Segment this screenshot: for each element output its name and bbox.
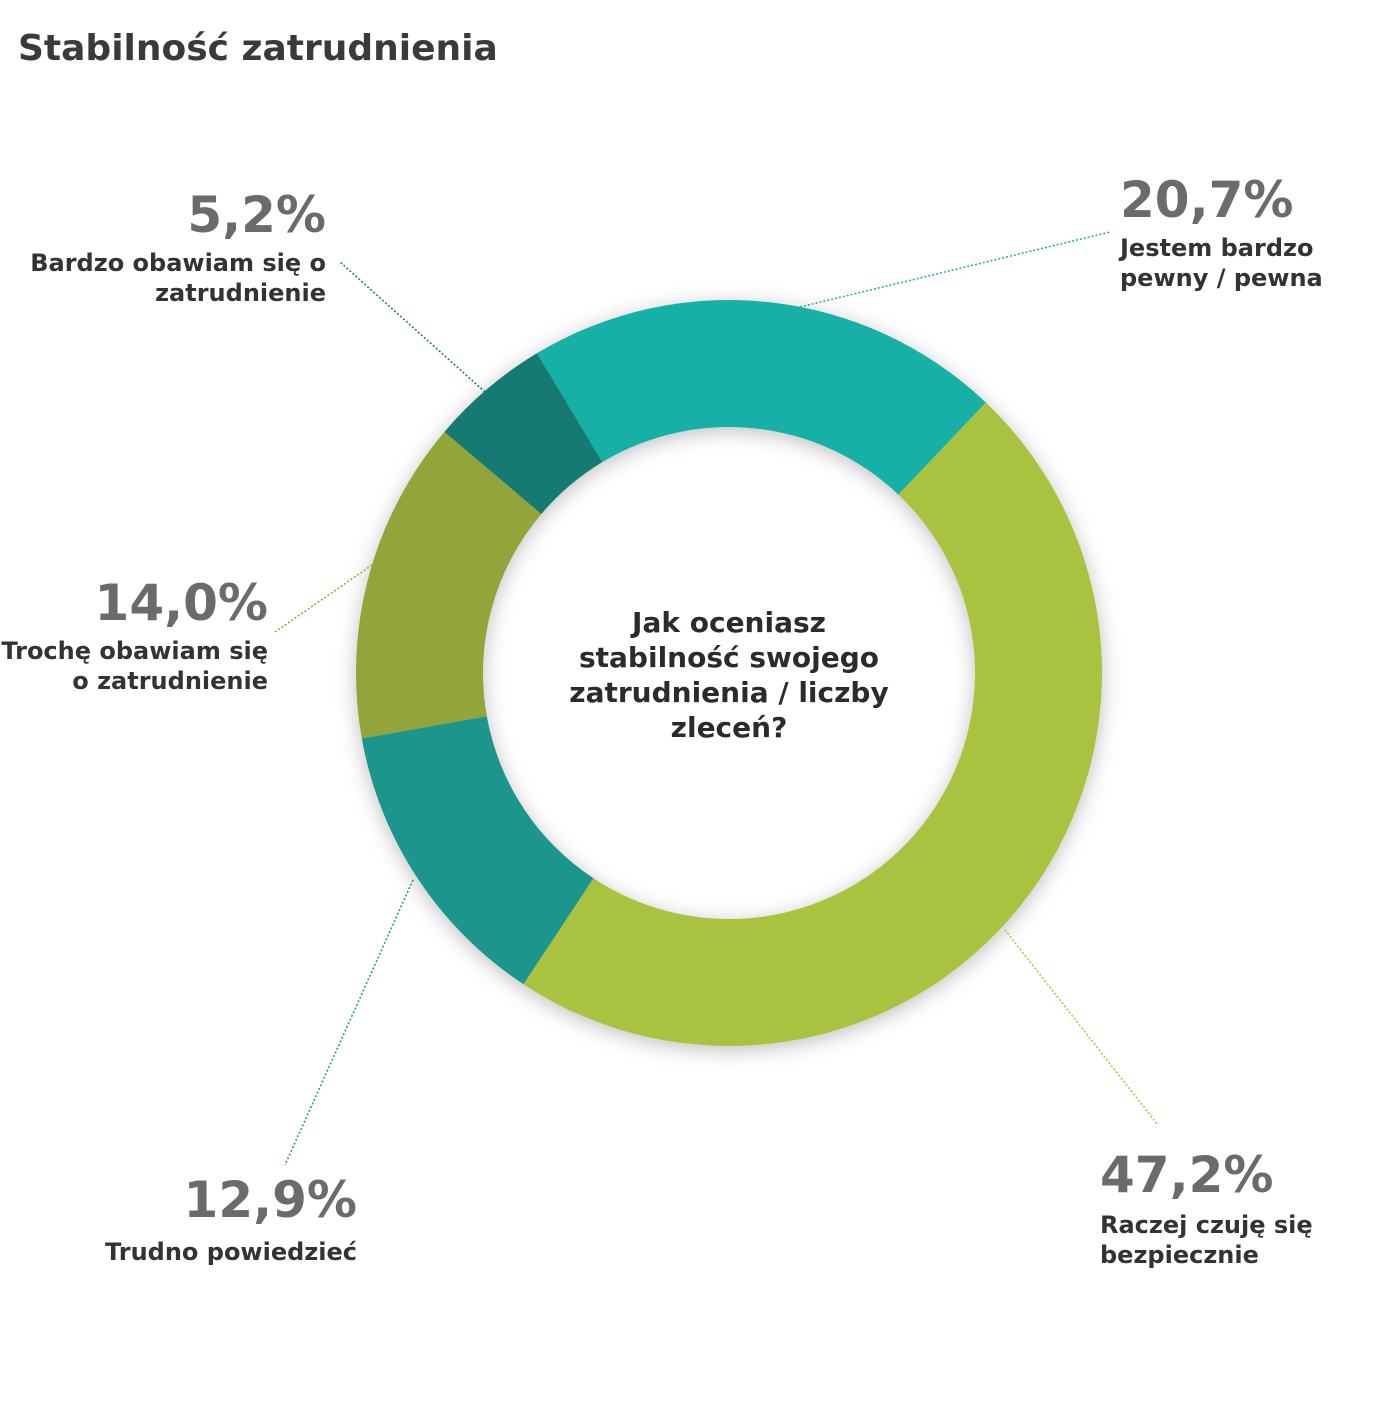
value-label: 14,0%: [94, 574, 268, 632]
category-label: Raczej czuję się bezpiecznie: [1100, 1211, 1313, 1269]
leader-line: [284, 879, 414, 1166]
chart-title: Stabilność zatrudnienia: [18, 28, 498, 69]
donut: [356, 300, 1102, 1046]
donut-slice: [444, 353, 603, 514]
donut-slice: [361, 716, 594, 985]
category-label: Jestem bardzo pewny / pewna: [1120, 234, 1323, 292]
value-label: 20,7%: [1120, 171, 1294, 229]
leader-line: [339, 261, 486, 393]
value-label: 12,9%: [183, 1171, 357, 1229]
donut-slice: [536, 300, 986, 495]
donut-slice: [356, 431, 542, 739]
leaders: [274, 231, 1159, 1166]
value-label: 47,2%: [1100, 1146, 1274, 1204]
leader-line: [799, 231, 1111, 308]
category-label: Trudno powiedzieć: [105, 1238, 357, 1266]
leader-line: [274, 564, 373, 633]
donut-slice: [523, 402, 1102, 1046]
category-label: Bardzo obawiam się o zatrudnienie: [30, 249, 326, 307]
category-label: Trochę obawiam się o zatrudnienie: [1, 637, 268, 695]
value-label: 5,2%: [187, 186, 326, 244]
center-text: Jak oceniasz stabilność swojego zatrudni…: [569, 606, 889, 744]
leader-line: [1004, 929, 1159, 1126]
